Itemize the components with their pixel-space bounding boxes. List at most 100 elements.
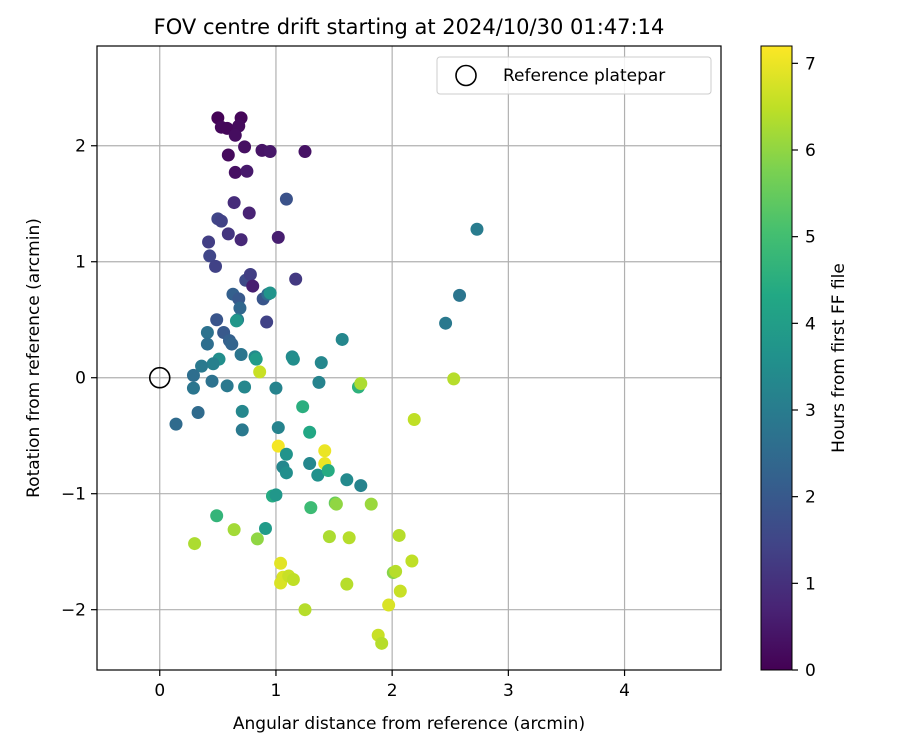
legend-marker (455, 64, 477, 87)
scatter-point (389, 564, 403, 578)
x-tick-label: 3 (503, 681, 514, 701)
scatter-point (453, 288, 467, 302)
scatter-point (186, 368, 200, 382)
scatter-point (169, 417, 183, 431)
x-tick-label: 4 (619, 681, 630, 701)
scatter-point (186, 381, 200, 395)
y-axis-ticks: −2 −1 0 1 2 (61, 137, 97, 621)
legend: Reference platepar (436, 56, 712, 95)
scatter-point (188, 537, 202, 551)
scatter-point (303, 425, 317, 439)
y-tick-label: 1 (75, 253, 86, 273)
colorbar-tick-label: 4 (805, 314, 816, 334)
scatter-point (322, 530, 336, 544)
y-tick-label: −1 (61, 485, 86, 505)
scatter-point (234, 233, 248, 247)
scatter-point (329, 497, 343, 511)
scatter-point (234, 348, 248, 362)
scatter-point (205, 374, 219, 388)
scatter-point (195, 359, 209, 373)
scatter-point (233, 301, 247, 315)
scatter-point (202, 235, 216, 249)
scatter-point (289, 272, 303, 286)
scatter-point (274, 556, 288, 570)
scatter-point (258, 521, 272, 535)
colorbar-tick-label: 5 (805, 228, 816, 248)
scatter-point (311, 468, 325, 482)
x-axis-label: Angular distance from reference (arcmin) (233, 714, 585, 734)
scatter-point (249, 352, 263, 366)
scatter-point (238, 140, 252, 154)
scatter-point (342, 531, 356, 545)
x-tick-label: 1 (271, 681, 282, 701)
scatter-point (382, 598, 396, 612)
scatter-point (242, 206, 256, 220)
y-tick-label: 0 (75, 369, 86, 389)
scatter-point (392, 528, 406, 542)
scatter-point (221, 148, 235, 162)
scatter-point (227, 523, 241, 537)
scatter-point (210, 313, 224, 327)
scatter-point (318, 444, 332, 458)
scatter-point (304, 501, 318, 515)
colorbar-tick-label: 0 (805, 661, 816, 681)
reference-platepar-marker (148, 366, 171, 389)
scatter-point (321, 464, 335, 478)
scatter-point (279, 466, 293, 480)
scatter-point (240, 164, 254, 178)
scatter-point (405, 554, 419, 568)
scatter-point (246, 279, 260, 293)
colorbar-tick-label: 2 (805, 488, 816, 508)
scatter-point (375, 636, 389, 650)
scatter-points (169, 111, 484, 650)
y-axis-label: Rotation from reference (arcmin) (24, 218, 44, 498)
scatter-point (228, 128, 242, 142)
scatter-point (206, 357, 220, 371)
scatter-point (225, 337, 239, 351)
colorbar-tick-label: 3 (805, 401, 816, 421)
scatter-point (238, 380, 252, 394)
colorbar-label: Hours from first FF file (829, 263, 849, 453)
scatter-point (354, 479, 368, 493)
scatter-point (364, 497, 378, 511)
colorbar-gradient (760, 45, 793, 671)
scatter-point (279, 447, 293, 461)
scatter-point (279, 192, 293, 206)
scatter-point (340, 577, 354, 591)
legend-entry-reference-platepar: Reference platepar (503, 66, 665, 86)
scatter-point (229, 314, 243, 328)
scatter-point (298, 145, 312, 159)
scatter-point (209, 259, 223, 273)
scatter-point (191, 406, 205, 420)
legend-box (436, 56, 712, 95)
scatter-point (235, 404, 249, 418)
x-axis-ticks: 0 1 2 3 4 (154, 670, 630, 701)
scatter-point (271, 230, 285, 244)
scatter-point (335, 332, 349, 346)
y-tick-label: 2 (75, 137, 86, 157)
scatter-point (263, 145, 277, 159)
chart-title: FOV centre drift starting at 2024/10/30 … (154, 15, 665, 39)
colorbar-tick-label: 6 (805, 141, 816, 161)
scatter-point (221, 227, 235, 241)
scatter-point (286, 352, 300, 366)
scatter-point (228, 165, 242, 179)
x-tick-label: 0 (154, 681, 165, 701)
scatter-point (269, 381, 283, 395)
scatter-point (250, 532, 264, 546)
scatter-point (312, 375, 326, 389)
plot-frame (96, 45, 722, 671)
colorbar-ticks: 0 1 2 3 4 5 6 7 (792, 54, 816, 681)
scatter-point (271, 421, 285, 435)
scatter-point (210, 509, 224, 523)
scatter-point (269, 488, 283, 502)
scatter-point (243, 267, 257, 281)
scatter-point (340, 473, 354, 487)
scatter-point (235, 423, 249, 437)
scatter-point (263, 286, 277, 300)
grid-lines (97, 46, 721, 670)
colorbar: 0 1 2 3 4 5 6 7 Hours from first FF file (760, 45, 849, 681)
scatter-point (393, 584, 407, 598)
scatter-point (439, 316, 453, 330)
